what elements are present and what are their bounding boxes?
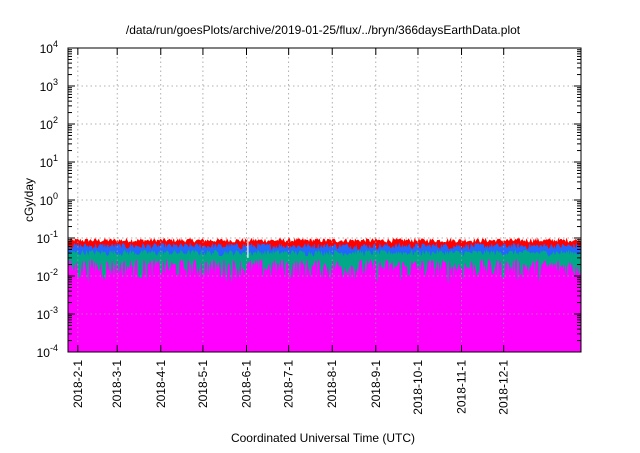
y-axis-label: cGy/day xyxy=(22,178,36,222)
x-tick-label: 2018-6-1 xyxy=(239,360,253,408)
x-tick-label: 2018-2-1 xyxy=(71,360,85,408)
x-tick-label: 2018-4-1 xyxy=(154,360,168,408)
x-tick-label: 2018-3-1 xyxy=(110,360,124,408)
y-tick-label: 10-3 xyxy=(37,305,58,322)
series-band-4 xyxy=(67,258,582,353)
x-tick-label: 2018-10-1 xyxy=(411,360,425,415)
x-axis-label: Coordinated Universal Time (UTC) xyxy=(231,431,415,445)
y-tick-label: 102 xyxy=(40,115,58,132)
x-tick-label: 2018-5-1 xyxy=(196,360,210,408)
y-tick-label: 10-2 xyxy=(37,267,58,284)
y-tick-label: 101 xyxy=(40,153,58,170)
x-tick-label: 2018-7-1 xyxy=(282,360,296,408)
x-tick-label: 2018-12-1 xyxy=(497,360,511,415)
x-tick-label: 2018-8-1 xyxy=(325,360,339,408)
x-axis: 2018-2-1 2018-3-1 2018-4-1 2018-5-1 2018-6-1… xyxy=(71,48,511,415)
y-tick-label: 103 xyxy=(40,77,58,94)
y-tick-label: 104 xyxy=(40,39,58,56)
chart-title: /data/run/goesPlots/archive/2019-01-25/f… xyxy=(126,23,521,37)
y-tick-label: 10-4 xyxy=(37,343,58,360)
x-tick-label: 2018-9-1 xyxy=(369,360,383,408)
y-axis: 10-4 10-3 10-2 10-1 100 101 102 103 104 xyxy=(37,39,581,360)
x-tick-label: 2018-11-1 xyxy=(455,360,469,414)
plot-area xyxy=(67,237,582,353)
y-tick-label: 10-1 xyxy=(37,229,58,246)
y-tick-label: 100 xyxy=(40,191,58,208)
grid-layer xyxy=(68,48,581,352)
